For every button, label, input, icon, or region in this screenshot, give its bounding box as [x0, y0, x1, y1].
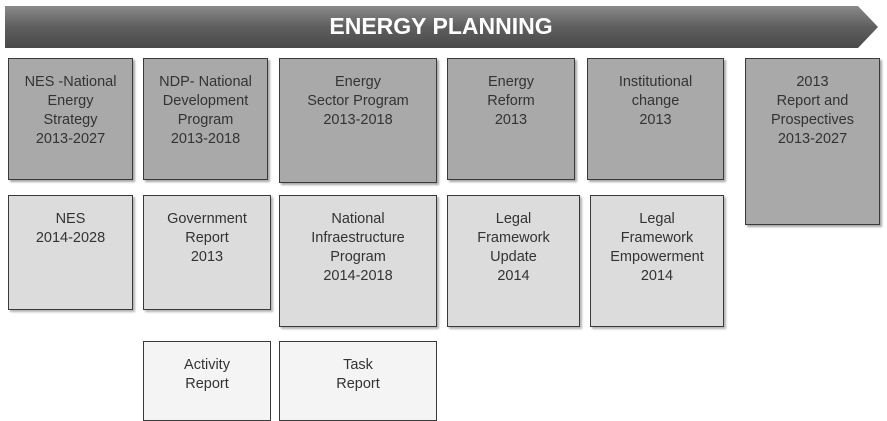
box-line: 2014-2018: [323, 268, 393, 284]
box-line: Report: [185, 230, 229, 246]
box: Activity Report: [143, 341, 271, 421]
box: Legal Framework Update 2014: [447, 195, 580, 327]
box-line: Energy: [335, 74, 381, 90]
box-line: 2014: [497, 268, 530, 284]
box: NES -National Energy Strategy 2013-2027: [8, 58, 133, 180]
box-line: Energy: [47, 93, 94, 109]
box-line: Government: [167, 211, 247, 227]
box-line: Program: [177, 112, 234, 128]
box-line: 2014: [640, 268, 674, 284]
box-line: 2013: [796, 74, 829, 90]
box-line: Strategy: [43, 112, 98, 128]
box-line: Framework: [477, 230, 550, 246]
box-line: 2013: [494, 112, 528, 128]
box-line: 2013-2027: [777, 131, 848, 147]
box-line: Report and: [776, 93, 849, 109]
box-line: Empowerment: [610, 249, 704, 265]
box-line: Update: [490, 249, 537, 265]
box-line: 2013-2027: [35, 131, 106, 147]
banner-arrow: [5, 6, 878, 48]
box: NES 2014-2028: [8, 195, 133, 310]
box-line: Development: [162, 93, 249, 109]
banner: ENERGY PLANNING: [5, 6, 878, 48]
box: Task Report: [279, 341, 437, 421]
box: Legal Framework Empowerment 2014: [590, 195, 724, 327]
box: NDP- National Development Program 2013-2018: [143, 58, 268, 180]
box: 2013 Report and Prospectives 2013-2027: [745, 58, 880, 225]
box-line: Report: [185, 376, 229, 392]
box-line: Prospectives: [770, 112, 854, 128]
box: Institutional change 2013: [587, 58, 724, 180]
box-line: Sector Program: [307, 93, 409, 109]
box-line: 2014-2028: [35, 230, 106, 246]
box-line: Energy: [488, 74, 534, 90]
box-line: Legal: [639, 211, 675, 227]
box: Energy Reform 2013: [447, 58, 575, 180]
box-line: 2013-2018: [323, 112, 393, 128]
page: {"header": {"title": "ENERGY PLANNING"},…: [5, 6, 880, 421]
box-line: NES: [55, 211, 86, 227]
box: Government Report 2013: [143, 195, 271, 310]
box: Energy Sector Program 2013-2018: [279, 58, 437, 183]
box-line: Task: [343, 357, 373, 373]
box-line: NES -National: [24, 74, 117, 90]
box-line: Framework: [620, 230, 694, 246]
box-line: 2013: [639, 112, 672, 128]
box-line: National: [331, 211, 385, 227]
box-line: change: [631, 93, 680, 109]
banner-title: ENERGY PLANNING: [329, 13, 552, 39]
box-line: Report: [336, 376, 380, 392]
box-line: NDP- National: [159, 74, 252, 90]
box-line: Institutional: [618, 74, 693, 90]
box-line: 2013-2018: [170, 131, 241, 147]
box-line: Reform: [487, 93, 535, 109]
box-line: 2013: [190, 249, 224, 265]
box-line: Legal: [495, 211, 532, 227]
box-line: Program: [330, 249, 386, 265]
box: National Infraestructure Program 2014-2018: [279, 195, 437, 327]
box-line: Activity: [184, 357, 230, 373]
box-line: Infraestructure: [311, 230, 405, 246]
